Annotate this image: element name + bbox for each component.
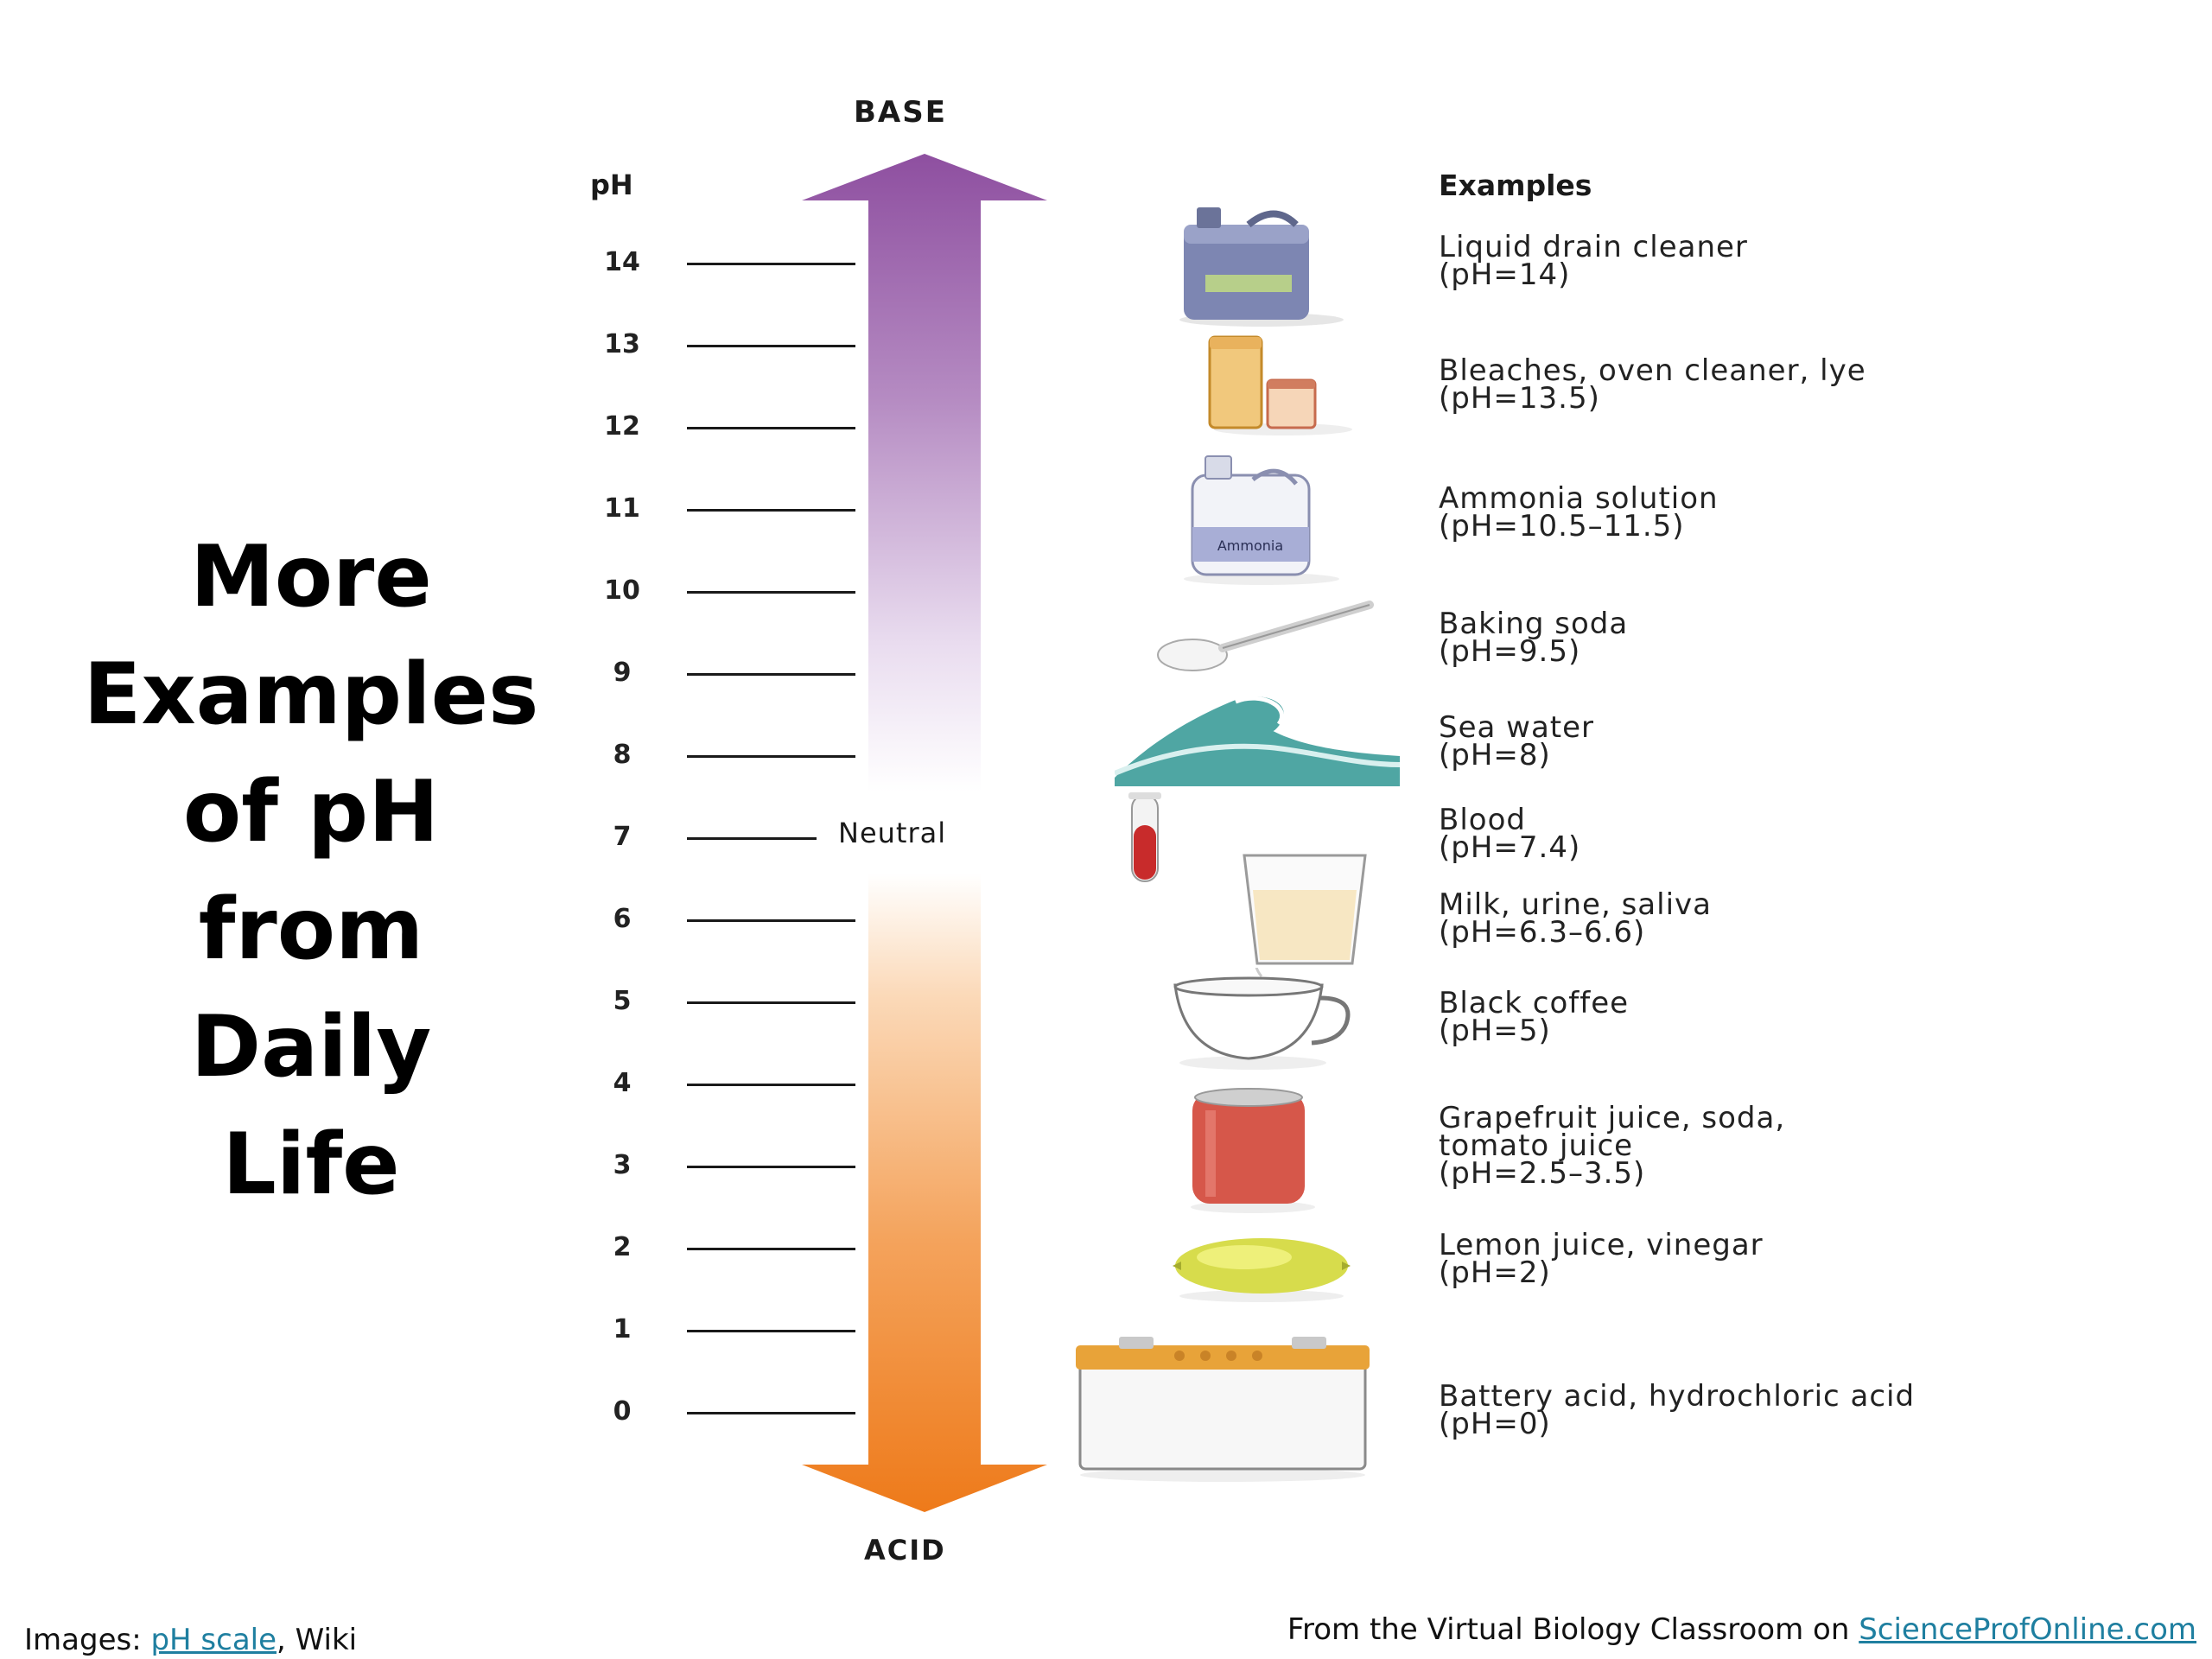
image-credit-suffix: , Wiki xyxy=(276,1623,358,1657)
title-line: of pH xyxy=(182,763,440,861)
example-name: Lemon juice, vinegar xyxy=(1439,1228,1764,1262)
example-name: Battery acid, hydrochloric acid xyxy=(1439,1379,1916,1414)
tick-mark xyxy=(687,263,855,265)
example-ph: (pH=0) xyxy=(1439,1407,1551,1441)
tick-label: 11 xyxy=(604,493,640,524)
tick-mark xyxy=(687,755,855,758)
tick-mark xyxy=(687,1330,855,1332)
example-ph: (pH=7.4) xyxy=(1439,830,1581,865)
example-ammonia: Ammonia solution (pH=10.5–11.5) xyxy=(1439,481,1719,543)
title-line: Examples xyxy=(83,645,539,744)
battery-icon xyxy=(1076,1337,1370,1482)
tick-mark xyxy=(687,427,855,429)
example-ph: (pH=8) xyxy=(1439,738,1551,772)
ammonia-bottle-icon: Ammonia xyxy=(1184,455,1339,585)
test-tube-icon xyxy=(1128,792,1161,882)
tick-mark xyxy=(687,345,855,347)
example-blood: Blood (pH=7.4) xyxy=(1439,803,1581,865)
title-line: Life xyxy=(222,1116,400,1214)
example-ph: (pH=5) xyxy=(1439,1014,1551,1048)
neutral-label: Neutral xyxy=(838,817,947,849)
scienceprofonline-link[interactable]: ScienceProfOnline.com xyxy=(1859,1612,2196,1647)
example-ph: (pH=14) xyxy=(1439,257,1571,292)
examples-header: Examples xyxy=(1439,168,1592,202)
example-ph: (pH=6.3–6.6) xyxy=(1439,915,1646,950)
drain-cleaner-jug-icon xyxy=(1179,207,1344,327)
source-credit-prefix: From the Virtual Biology Classroom on xyxy=(1287,1612,1859,1647)
slide-title: More Examples of pH from Daily Life xyxy=(52,518,570,1224)
tick-label: 2 xyxy=(613,1232,632,1262)
wave-icon xyxy=(1115,696,1400,786)
tick-label: 4 xyxy=(613,1068,632,1098)
tick-mark xyxy=(687,837,817,840)
tick-mark xyxy=(687,1248,855,1250)
example-grapefruit: Grapefruit juice, soda, tomato juice (pH… xyxy=(1439,1101,1786,1191)
example-ph: (pH=2.5–3.5) xyxy=(1439,1156,1646,1191)
bleach-cans-icon xyxy=(1208,335,1352,435)
example-milk: Milk, urine, saliva (pH=6.3–6.6) xyxy=(1439,887,1712,950)
tick-label: 5 xyxy=(613,986,632,1016)
example-name: Ammonia solution xyxy=(1439,481,1719,516)
ammonia-label: Ammonia xyxy=(1217,537,1283,554)
lemon-icon xyxy=(1173,1238,1351,1302)
example-name: Grapefruit juice, soda, xyxy=(1439,1101,1786,1135)
example-coffee: Black coffee (pH=5) xyxy=(1439,986,1630,1048)
example-sea-water: Sea water (pH=8) xyxy=(1439,710,1595,772)
tick-mark xyxy=(687,919,855,922)
soda-can-icon xyxy=(1191,1088,1315,1213)
example-baking-soda: Baking soda (pH=9.5) xyxy=(1439,607,1629,669)
example-name: Blood xyxy=(1439,803,1526,837)
tick-label: 14 xyxy=(604,247,640,277)
tick-label: 10 xyxy=(604,575,640,606)
image-credit-prefix: Images: xyxy=(24,1623,151,1657)
title-line: More xyxy=(190,528,432,626)
title-line: Daily xyxy=(190,998,432,1096)
tick-mark xyxy=(687,509,855,512)
example-name: Sea water xyxy=(1439,710,1595,745)
spoon-icon xyxy=(1157,601,1374,671)
tick-label: 12 xyxy=(604,411,640,442)
acid-label: ACID xyxy=(864,1534,946,1567)
example-ph: (pH=10.5–11.5) xyxy=(1439,509,1685,543)
example-ph: (pH=9.5) xyxy=(1439,634,1581,669)
tick-mark xyxy=(687,673,855,676)
tick-label: 1 xyxy=(613,1314,632,1344)
example-name-2: tomato juice xyxy=(1439,1128,1634,1163)
ph-scale-arrow xyxy=(802,154,1047,1512)
title-line: from xyxy=(198,880,424,979)
tick-mark xyxy=(687,1166,855,1168)
tick-label: 0 xyxy=(613,1396,632,1427)
tick-label: 6 xyxy=(613,904,632,934)
base-label: BASE xyxy=(854,95,947,130)
example-drain-cleaner: Liquid drain cleaner (pH=14) xyxy=(1439,230,1748,292)
tick-label: 3 xyxy=(613,1150,632,1180)
tick-mark xyxy=(687,1412,855,1414)
tick-mark xyxy=(687,1084,855,1086)
source-credit: From the Virtual Biology Classroom on Sc… xyxy=(1287,1612,2196,1647)
ph-axis-label: pH xyxy=(590,168,633,201)
example-name: Milk, urine, saliva xyxy=(1439,887,1712,922)
example-name: Bleaches, oven cleaner, lye xyxy=(1439,353,1866,388)
ph-scale-link[interactable]: pH scale xyxy=(150,1623,277,1657)
tick-label: 9 xyxy=(613,658,632,688)
example-bleaches: Bleaches, oven cleaner, lye (pH=13.5) xyxy=(1439,353,1866,416)
example-ph: (pH=2) xyxy=(1439,1255,1551,1290)
example-ph: (pH=13.5) xyxy=(1439,381,1600,416)
tick-label: 7 xyxy=(613,822,632,852)
tick-mark xyxy=(687,1001,855,1004)
tick-label: 13 xyxy=(604,329,640,359)
tick-label: 8 xyxy=(613,740,632,770)
coffee-cup-icon xyxy=(1173,968,1351,1070)
example-lemon: Lemon juice, vinegar (pH=2) xyxy=(1439,1228,1764,1290)
example-name: Black coffee xyxy=(1439,986,1630,1020)
example-name: Baking soda xyxy=(1439,607,1629,641)
milk-glass-icon xyxy=(1243,854,1367,965)
example-battery: Battery acid, hydrochloric acid (pH=0) xyxy=(1439,1379,1916,1441)
image-credit: Images: pH scale, Wiki xyxy=(24,1623,357,1657)
example-name: Liquid drain cleaner xyxy=(1439,230,1748,264)
tick-mark xyxy=(687,591,855,594)
